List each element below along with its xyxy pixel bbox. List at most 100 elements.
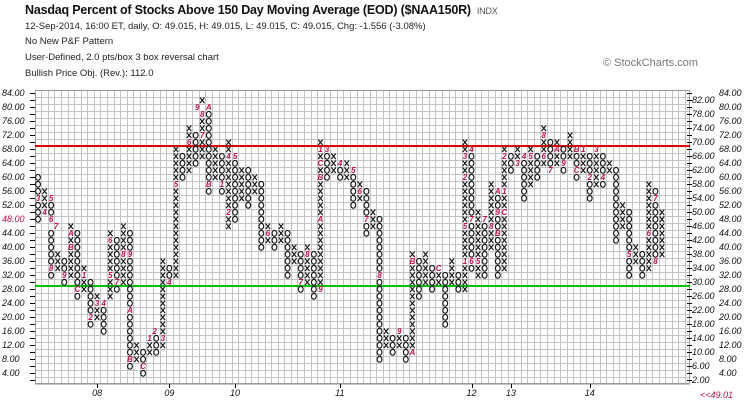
- o-box: [113, 250, 120, 258]
- month-marker: 5: [475, 256, 481, 266]
- month-marker: 3: [160, 333, 166, 343]
- month-marker: 4: [600, 172, 606, 182]
- month-marker: 9: [561, 158, 566, 168]
- x-box: [173, 216, 179, 223]
- x-box: [527, 181, 534, 188]
- x-box: [501, 230, 508, 237]
- o-box: [245, 166, 252, 174]
- o-box: [376, 348, 383, 356]
- x-box: [317, 230, 324, 237]
- o-box: [560, 145, 567, 153]
- x-box: [501, 265, 508, 272]
- month-marker: 4: [337, 158, 343, 168]
- grid-line-v: [520, 89, 522, 384]
- x-box: [160, 272, 166, 279]
- grid-line-v: [671, 89, 673, 384]
- x-box: [120, 272, 127, 279]
- grid-line-v: [553, 89, 555, 384]
- right-axis-tick: [687, 254, 692, 256]
- month-marker: 7: [469, 214, 474, 224]
- x-box: [41, 188, 48, 195]
- month-marker: B: [317, 172, 324, 182]
- grid-line-h: [35, 320, 690, 322]
- o-box: [402, 348, 409, 356]
- x-box: [291, 244, 297, 251]
- o-box: [140, 369, 147, 377]
- o-box: [192, 131, 199, 139]
- o-box: [626, 264, 633, 272]
- o-box: [258, 201, 265, 209]
- o-box: [573, 173, 580, 181]
- x-box: [409, 328, 416, 335]
- o-box: [245, 194, 252, 202]
- right-axis-label: 80.00: [719, 101, 742, 112]
- grid-line-v: [402, 89, 404, 384]
- o-box: [494, 250, 501, 258]
- o-box: [87, 285, 94, 293]
- x-box: [120, 279, 127, 286]
- x-box: [146, 349, 153, 356]
- grid-line-h: [35, 173, 690, 175]
- month-marker: 8: [488, 221, 494, 231]
- left-axis-tick: [30, 296, 35, 298]
- x-box: [317, 223, 324, 230]
- grid-line-v: [172, 89, 174, 384]
- x-box: [567, 153, 573, 160]
- x-box: [409, 307, 416, 314]
- o-box: [468, 264, 475, 272]
- month-marker: A: [205, 102, 212, 112]
- o-box: [494, 236, 501, 244]
- left-axis-tick: [30, 331, 35, 333]
- x-box: [107, 251, 113, 258]
- grid-line-h: [35, 257, 690, 259]
- x-box: [252, 181, 258, 188]
- x-box: [462, 230, 468, 237]
- x-box: [357, 181, 363, 188]
- month-marker: 8: [121, 249, 126, 259]
- x-box: [160, 300, 166, 307]
- month-marker: C: [74, 284, 81, 294]
- x-box: [462, 251, 468, 258]
- month-marker: 1: [219, 179, 225, 189]
- right-axis-label: 30.00: [692, 276, 715, 287]
- month-marker: 7: [53, 221, 59, 231]
- month-marker: 1: [147, 333, 152, 343]
- x-box: [173, 230, 179, 237]
- grid-line-v: [304, 89, 306, 384]
- x-box: [199, 97, 205, 104]
- plot-border: [35, 89, 690, 384]
- o-box: [127, 299, 133, 307]
- x-box: [383, 335, 389, 342]
- x-box: [501, 195, 508, 202]
- left-axis-tick: [30, 100, 35, 102]
- right-axis-label: 72.00: [719, 129, 742, 140]
- grid-line-v: [435, 89, 437, 384]
- right-axis-label: 56.00: [719, 185, 742, 196]
- o-box: [429, 264, 436, 272]
- left-axis-tick: [30, 352, 35, 354]
- o-box: [166, 271, 173, 279]
- x-box: [160, 293, 166, 300]
- x-box: [225, 188, 232, 195]
- x-box: [541, 125, 547, 132]
- x-box: [317, 279, 324, 286]
- x-box: [317, 153, 324, 160]
- x-box: [94, 293, 100, 300]
- x-box: [567, 139, 573, 146]
- o-box: [218, 173, 225, 181]
- left-axis-tick: [30, 205, 35, 207]
- x-box: [199, 153, 205, 160]
- left-axis-label: 44.00: [2, 227, 25, 238]
- x-box: [343, 160, 350, 167]
- x-box: [173, 223, 179, 230]
- x-box: [173, 188, 179, 195]
- o-box: [232, 194, 239, 202]
- x-axis-label: 11: [335, 388, 345, 398]
- x-box: [225, 160, 232, 167]
- x-box: [659, 244, 665, 251]
- x-box: [580, 153, 586, 160]
- o-box: [521, 187, 528, 195]
- left-axis-tick: [30, 233, 35, 235]
- o-box: [481, 236, 488, 244]
- o-box: [218, 166, 225, 174]
